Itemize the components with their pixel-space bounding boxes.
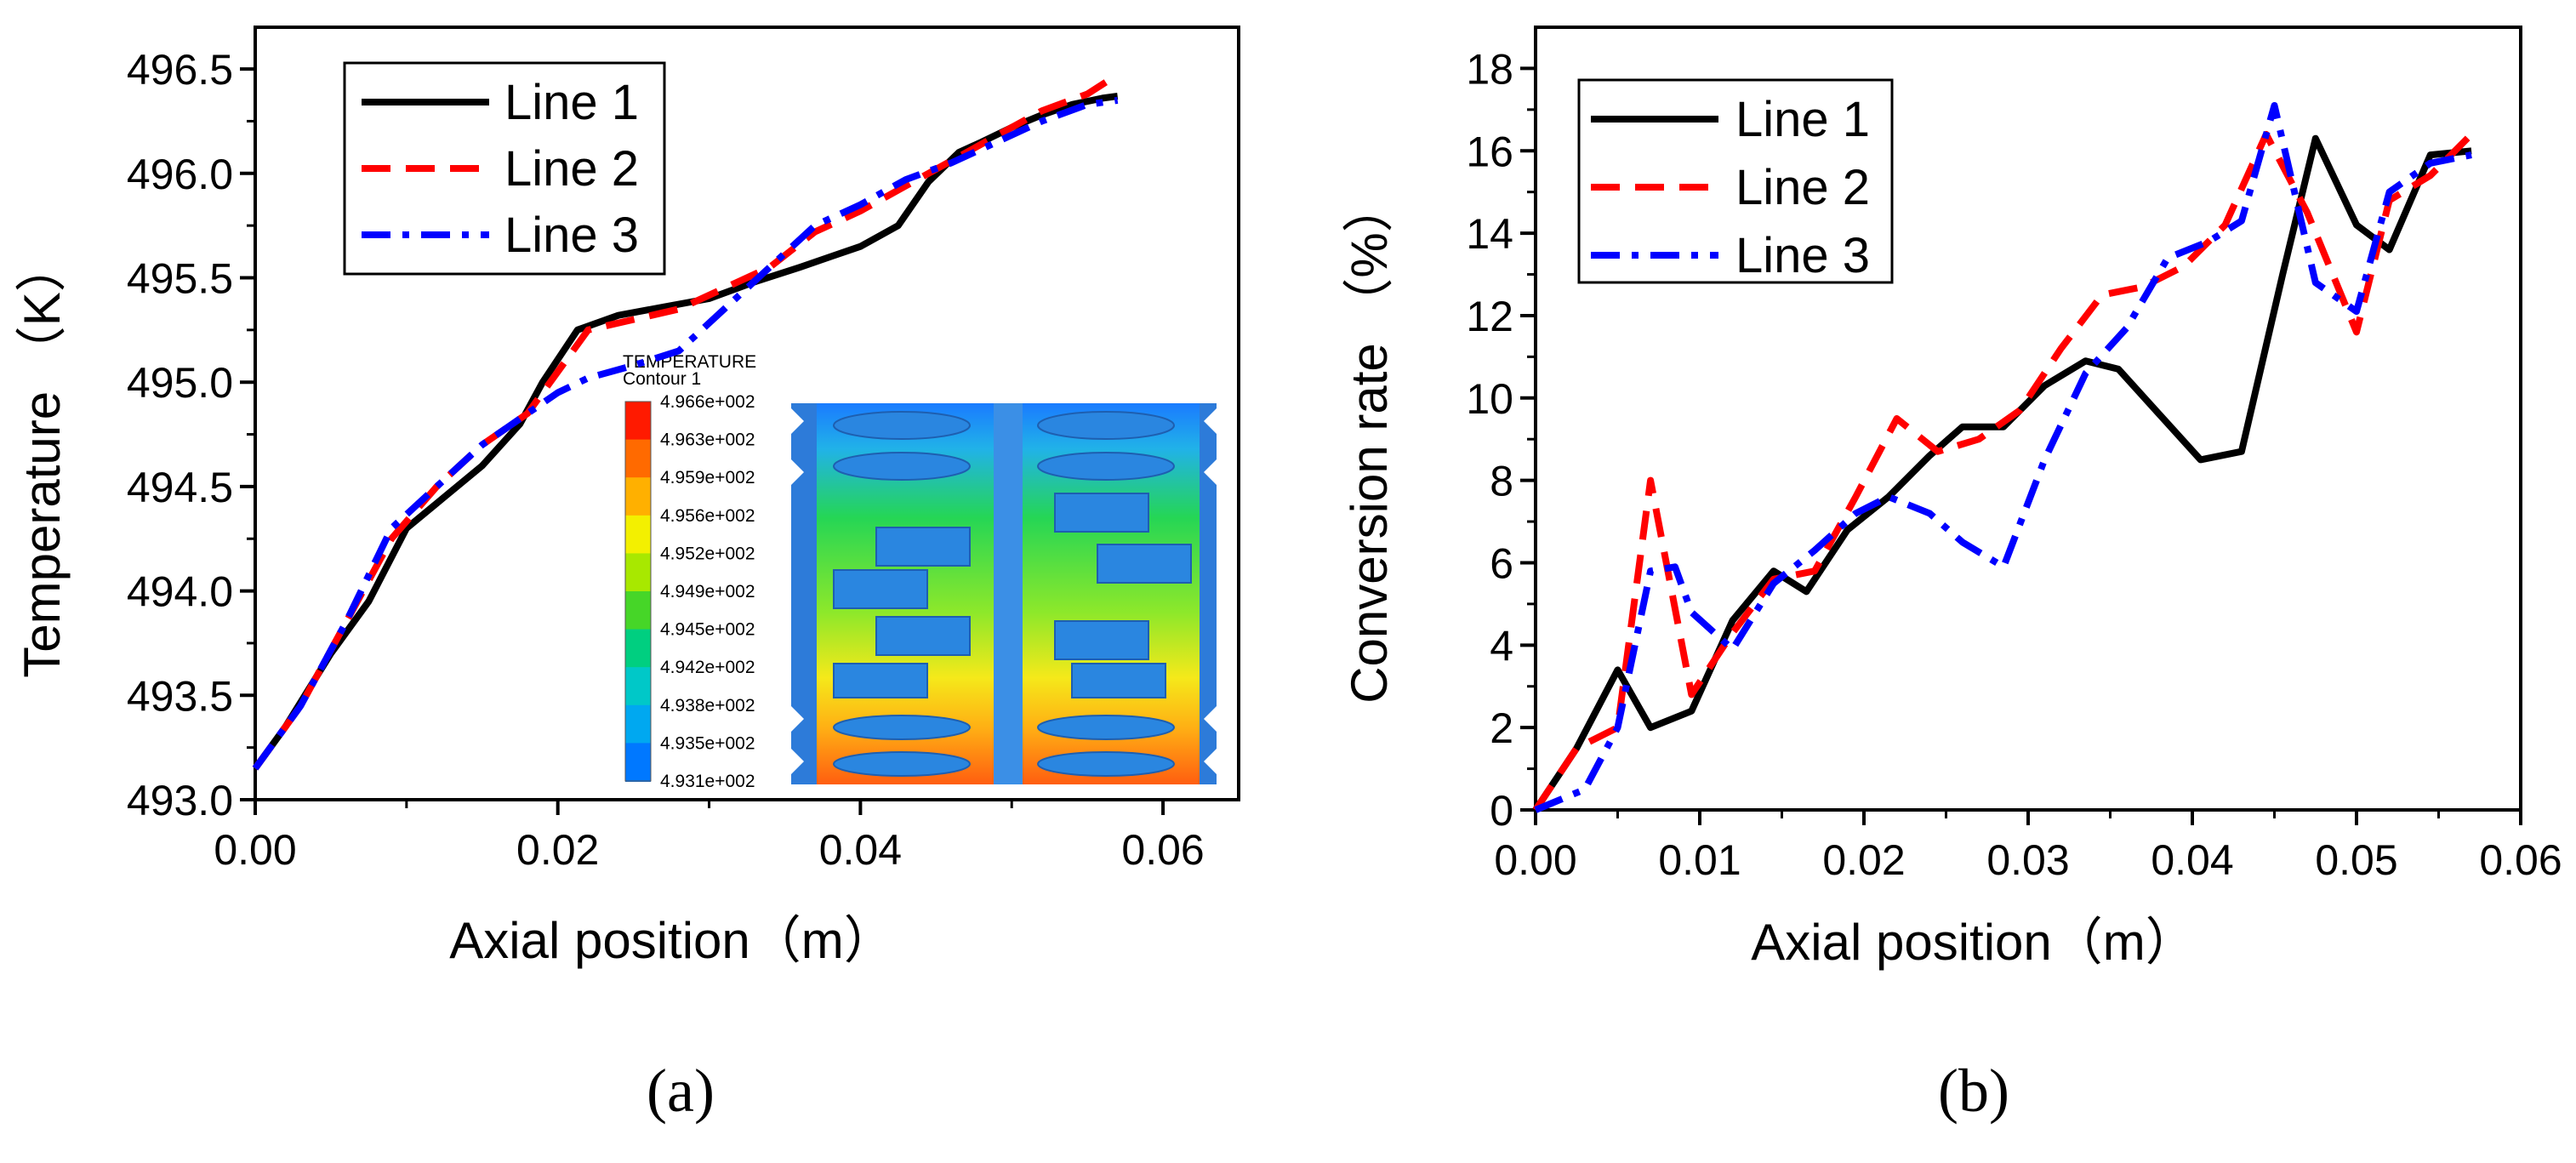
x-tick-label: 0.01 <box>1658 836 1741 884</box>
legend-b-label-line-2: Line 2 <box>1735 160 1870 215</box>
colorbar-swatch <box>625 439 651 479</box>
x-tick-label: 0.04 <box>819 826 902 874</box>
x-axis-label-b: Axial position（m） <box>1751 914 2197 971</box>
colorbar: 4.966e+002 4.963e+002 4.959e+002 4.956e+002… <box>624 392 755 791</box>
colorbar-label: 4.959e+002 <box>660 468 755 487</box>
y-tick-label: 16 <box>1466 128 1513 175</box>
colorbar-swatch <box>625 743 651 782</box>
colorbar-frame <box>624 401 652 782</box>
colorbar-swatch <box>625 704 651 744</box>
y-axis-label-b: Conversion rate （%） <box>1341 181 1398 704</box>
y-tick-label: 4 <box>1490 622 1513 670</box>
legend-a-label-line-3: Line 3 <box>504 208 639 263</box>
series-line-2 <box>1532 130 2474 812</box>
series-b <box>1532 102 2474 813</box>
colorbar-label: 4.952e+002 <box>660 544 755 563</box>
legend-a-label-line-2: Line 2 <box>504 141 639 197</box>
x-tick-label: 0.00 <box>214 826 296 874</box>
x-tick-label: 0.06 <box>1121 826 1204 874</box>
ticks-b: 0.00 0.01 0.02 0.03 0.04 0.05 0.06 0 2 4 6 8 10 12 14 1… <box>1466 45 2562 884</box>
colorbar-swatch <box>625 515 651 555</box>
y-tick-label: 496.5 <box>127 46 233 94</box>
y-axis-label-a: Temperature （K） <box>14 241 71 678</box>
y-tick-label: 12 <box>1466 293 1513 340</box>
colorbar-label: 4.945e+002 <box>660 620 755 640</box>
legend-b-label-line-1: Line 1 <box>1735 92 1870 147</box>
y-tick-label: 8 <box>1490 458 1513 505</box>
y-tick-label: 493.5 <box>127 672 233 720</box>
chart-conversion-rate: 0.00 0.01 0.02 0.03 0.04 0.05 0.06 0 2 4 6 8 10 12 14 1… <box>1341 26 2562 1125</box>
y-tick-label: 495.0 <box>127 359 233 407</box>
legend-b: Line 1 Line 2 Line 3 <box>1577 78 1894 284</box>
colorbar-label: 4.935e+002 <box>660 733 755 753</box>
y-tick-label: 494.0 <box>127 568 233 616</box>
y-tick-label: 495.5 <box>127 254 233 302</box>
colorbar-swatch <box>625 667 651 706</box>
x-tick-label: 0.04 <box>2151 836 2233 884</box>
axes-frame-a <box>254 26 1240 801</box>
inset-contour: TEMPERATURE Contour 1 4.966e+0024.963e+0… <box>623 352 1217 791</box>
colorbar-swatch <box>625 591 651 630</box>
colorbar-label: 4.938e+002 <box>660 696 755 715</box>
y-tick-label: 6 <box>1490 539 1513 587</box>
inset-subtitle: Contour 1 <box>623 369 701 389</box>
colorbar-swatch <box>625 629 651 669</box>
x-tick-label: 0.03 <box>1986 836 2069 884</box>
colorbar-label: 4.963e+002 <box>660 430 755 450</box>
series-a <box>252 77 1119 771</box>
colorbar-label: 4.956e+002 <box>660 506 755 526</box>
series-line-1 <box>1532 134 2472 812</box>
ticks-a: 0.00 0.02 0.04 0.06 493.0 493.5 494.0 494.5 495.… <box>127 46 1205 874</box>
y-tick-label: 493.0 <box>127 777 233 824</box>
y-tick-label: 10 <box>1466 375 1513 423</box>
x-tick-label: 0.06 <box>2479 836 2562 884</box>
legend-a: Line 1 Line 2 Line 3 <box>343 61 666 276</box>
colorbar-swatch <box>625 553 651 592</box>
y-tick-label: 494.5 <box>127 464 233 511</box>
colorbar-swatch <box>625 402 651 441</box>
legend-b-label-line-3: Line 3 <box>1735 228 1870 283</box>
y-tick-label: 0 <box>1490 787 1513 835</box>
colorbar-label: 4.949e+002 <box>660 582 755 601</box>
x-axis-label-a: Axial position（m） <box>449 912 895 969</box>
chart-temperature: 0.00 0.02 0.04 0.06 493.0 493.5 494.0 494.5 495.… <box>14 26 1240 1125</box>
y-tick-label: 2 <box>1490 704 1513 752</box>
x-tick-label: 0.00 <box>1494 836 1576 884</box>
colorbar-label: 4.942e+002 <box>660 658 755 677</box>
colorbar-label: 4.931e+002 <box>660 772 755 791</box>
series-line-2 <box>252 77 1112 771</box>
x-tick-label: 0.02 <box>516 826 599 874</box>
x-tick-label: 0.05 <box>2315 836 2397 884</box>
y-tick-label: 14 <box>1466 210 1513 258</box>
panel-label-b: (b) <box>1938 1057 2009 1125</box>
series-line-3 <box>252 96 1119 771</box>
colorbar-swatch <box>625 477 651 516</box>
contour-image <box>791 403 1217 784</box>
colorbar-label: 4.966e+002 <box>660 392 755 412</box>
y-tick-label: 18 <box>1466 45 1513 93</box>
panel-label-a: (a) <box>647 1057 715 1125</box>
y-tick-label: 496.0 <box>127 151 233 198</box>
series-line-3 <box>1534 102 2472 813</box>
legend-a-label-line-1: Line 1 <box>504 75 639 130</box>
x-tick-label: 0.02 <box>1822 836 1905 884</box>
